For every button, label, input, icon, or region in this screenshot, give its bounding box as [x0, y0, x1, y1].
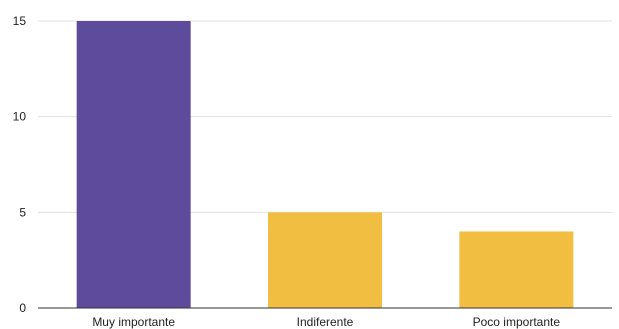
x-category-label: Muy importante: [92, 315, 175, 329]
bar-indiferente: [268, 212, 382, 308]
x-axis-category-labels: Muy importante Indiferente Poco importante: [92, 315, 560, 329]
x-category-label: Poco importante: [473, 315, 561, 329]
y-tick-label: 10: [13, 110, 27, 124]
bar-muy-importante: [76, 21, 191, 308]
y-tick-label: 5: [19, 205, 26, 219]
y-tick-label: 15: [13, 14, 27, 28]
y-tick-label: 0: [19, 301, 26, 315]
y-axis-tick-labels: 0 5 10 15: [13, 14, 27, 315]
bar-poco-importante: [459, 231, 574, 308]
x-category-label: Indiferente: [297, 315, 354, 329]
bars: [76, 21, 574, 308]
